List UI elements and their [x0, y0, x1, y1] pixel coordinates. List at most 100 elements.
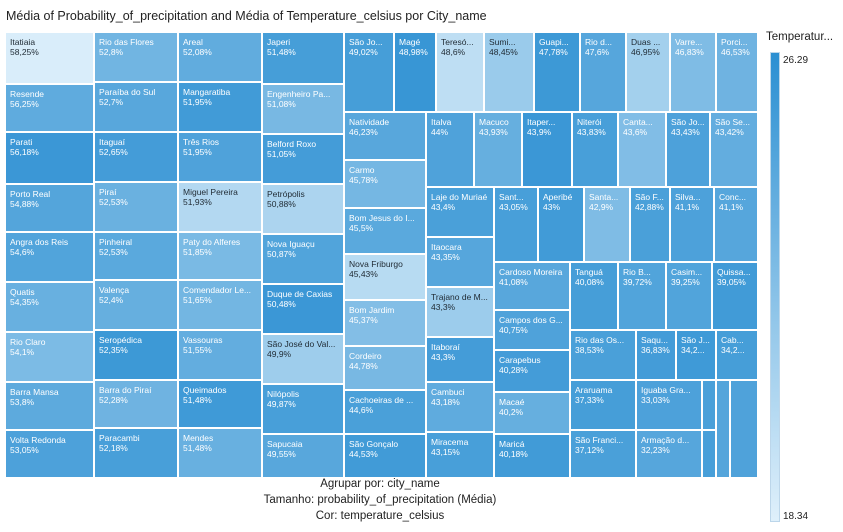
treemap-tile[interactable]: Cambuci 43,18% [426, 382, 494, 432]
treemap-tile[interactable]: Itaguaí 52,65% [94, 132, 178, 182]
treemap-tile[interactable]: Natividade 46,23% [344, 112, 426, 160]
treemap-tile[interactable]: Canta... 43,6% [618, 112, 666, 187]
treemap-tile[interactable]: Duque de Caxias 50,48% [262, 284, 344, 334]
treemap-tile[interactable]: Resende 56,25% [5, 84, 94, 132]
treemap-tile[interactable]: Rio Claro 54,1% [5, 332, 94, 382]
treemap-tile[interactable]: Rio B... 39,72% [618, 262, 666, 330]
treemap-tile[interactable]: São J... 34,2... [676, 330, 716, 380]
treemap-tile[interactable] [702, 380, 716, 430]
treemap-tile[interactable]: Sapucaia 49,55% [262, 434, 344, 478]
treemap-tile[interactable]: Sumi... 48,45% [484, 32, 534, 112]
treemap-tile[interactable]: Piraí 52,53% [94, 182, 178, 232]
treemap-tile[interactable]: Conc... 41,1% [714, 187, 758, 262]
treemap-tile[interactable]: Engenheiro Pa... 51,08% [262, 84, 344, 134]
treemap-tile[interactable]: Santa... 42,9% [584, 187, 630, 262]
treemap-tile[interactable]: Macuco 43,93% [474, 112, 522, 187]
treemap-tile[interactable]: Cab... 34,2... [716, 330, 758, 380]
treemap-tile[interactable]: Itaboraí 43,3% [426, 337, 494, 382]
treemap-tile[interactable]: Sant... 43,05% [494, 187, 538, 262]
treemap-tile[interactable]: Saqu... 36,83% [636, 330, 676, 380]
treemap-tile[interactable]: Trajano de M... 43,3% [426, 287, 494, 337]
treemap-tile[interactable]: Nova Friburgo 45,43% [344, 254, 426, 300]
treemap-tile[interactable]: Parati 56,18% [5, 132, 94, 184]
treemap-tile[interactable]: Cachoeiras de ... 44,6% [344, 390, 426, 434]
treemap-tile[interactable]: Rio das Flores 52,8% [94, 32, 178, 82]
treemap-tile[interactable]: Barra do Piraí 52,28% [94, 380, 178, 428]
treemap-tile[interactable] [716, 380, 730, 478]
treemap-tile[interactable]: Teresó... 48,6% [436, 32, 484, 112]
tile-value-label: 43,93% [479, 127, 508, 137]
treemap-tile[interactable]: Itaocara 43,35% [426, 237, 494, 287]
treemap-tile[interactable]: Paraíba do Sul 52,7% [94, 82, 178, 132]
treemap-tile[interactable]: Italva 44% [426, 112, 474, 187]
treemap-tile[interactable]: Itatiaia 58,25% [5, 32, 94, 84]
treemap-tile[interactable]: Itaper... 43,9% [522, 112, 572, 187]
treemap-tile[interactable]: Niterói 43,83% [572, 112, 618, 187]
treemap-tile[interactable]: Belford Roxo 51,05% [262, 134, 344, 184]
treemap-tile[interactable]: Miguel Pereira 51,93% [178, 182, 262, 232]
treemap-tile[interactable]: Cardoso Moreira 41,08% [494, 262, 570, 310]
treemap-tile[interactable]: Macaé 40,2% [494, 392, 570, 434]
treemap-tile[interactable]: Mangaratiba 51,95% [178, 82, 262, 132]
treemap-tile[interactable]: Carapebus 40,28% [494, 350, 570, 392]
treemap-tile[interactable]: Cordeiro 44,78% [344, 346, 426, 390]
treemap-tile[interactable]: Areal 52,08% [178, 32, 262, 82]
tile-label: Quissa... [717, 267, 751, 277]
tile-value-label: 36,83% [641, 345, 670, 355]
treemap-tile[interactable] [702, 430, 716, 478]
treemap-tile[interactable]: Volta Redonda 53,05% [5, 430, 94, 478]
treemap-tile[interactable]: Angra dos Reis 54,6% [5, 232, 94, 282]
treemap-tile[interactable]: Maricá 40,18% [494, 434, 570, 478]
treemap-tile[interactable]: São F... 42,88% [630, 187, 670, 262]
treemap-tile[interactable]: Iguaba Gra... 33,03% [636, 380, 702, 430]
treemap-tile[interactable]: Paty do Alferes 51,85% [178, 232, 262, 280]
treemap-tile[interactable]: Seropédica 52,35% [94, 330, 178, 380]
treemap-tile[interactable]: Casim... 39,25% [666, 262, 712, 330]
treemap-tile[interactable]: São Jo... 49,02% [344, 32, 394, 112]
treemap-tile[interactable]: Campos dos G... 40,75% [494, 310, 570, 350]
treemap-tile[interactable]: Paracambi 52,18% [94, 428, 178, 478]
treemap-tile[interactable]: Porci... 46,53% [716, 32, 758, 112]
treemap-tile[interactable]: São José do Val... 49,9% [262, 334, 344, 384]
treemap-tile[interactable]: Araruama 37,33% [570, 380, 636, 430]
tile-value-label: 51,55% [183, 345, 212, 355]
treemap-tile[interactable]: Quissa... 39,05% [712, 262, 758, 330]
treemap-tile[interactable]: Rio d... 47,6% [580, 32, 626, 112]
treemap-tile[interactable]: São Se... 43,42% [710, 112, 758, 187]
treemap-tile[interactable]: Magé 48,98% [394, 32, 436, 112]
tile-label: Rio d... [585, 37, 612, 47]
treemap-tile[interactable]: Laje do Muriaé 43,4% [426, 187, 494, 237]
treemap-tile[interactable]: Vassouras 51,55% [178, 330, 262, 380]
treemap-tile[interactable]: Mendes 51,48% [178, 428, 262, 478]
treemap-tile[interactable]: Quatis 54,35% [5, 282, 94, 332]
treemap-tile[interactable]: Comendador Le... 51,65% [178, 280, 262, 330]
treemap-tile[interactable]: Petrópolis 50,88% [262, 184, 344, 234]
treemap-tile[interactable]: Valença 52,4% [94, 280, 178, 330]
treemap-tile[interactable]: Miracema 43,15% [426, 432, 494, 478]
treemap-tile[interactable]: Japeri 51,48% [262, 32, 344, 84]
treemap-tile[interactable]: Varre... 46,83% [670, 32, 716, 112]
tile-value-label: 41,1% [719, 202, 744, 212]
treemap-tile[interactable]: Três Rios 51,95% [178, 132, 262, 182]
treemap-tile[interactable]: Carmo 45,78% [344, 160, 426, 208]
treemap-tile[interactable]: Pinheiral 52,53% [94, 232, 178, 280]
treemap-tile[interactable]: Queimados 51,48% [178, 380, 262, 428]
treemap-tile[interactable]: Duas ... 46,95% [626, 32, 670, 112]
treemap-tile[interactable]: Nova Iguaçu 50,87% [262, 234, 344, 284]
treemap-tile[interactable]: São Franci... 37,12% [570, 430, 636, 478]
treemap-tile[interactable]: São Jo... 43,43% [666, 112, 710, 187]
treemap-tile[interactable]: Barra Mansa 53,8% [5, 382, 94, 430]
treemap-tile[interactable]: Tanguá 40,08% [570, 262, 618, 330]
treemap-tile[interactable]: Bom Jesus do I... 45,5% [344, 208, 426, 254]
treemap-tile[interactable]: Silva... 41,1% [670, 187, 714, 262]
treemap-tile[interactable]: Aperibé 43% [538, 187, 584, 262]
treemap-tile[interactable]: Armação d... 32,23% [636, 430, 702, 478]
treemap-tile[interactable]: Bom Jardim 45,37% [344, 300, 426, 346]
treemap-tile[interactable]: Guapi... 47,78% [534, 32, 580, 112]
treemap-tile[interactable]: Porto Real 54,88% [5, 184, 94, 232]
treemap-tile[interactable]: Nilópolis 49,87% [262, 384, 344, 434]
treemap-tile[interactable]: Rio das Os... 38,53% [570, 330, 636, 380]
tile-value-label: 43,9% [527, 127, 552, 137]
treemap-tile[interactable]: São Gonçalo 44,53% [344, 434, 426, 478]
treemap-tile[interactable] [730, 380, 758, 478]
